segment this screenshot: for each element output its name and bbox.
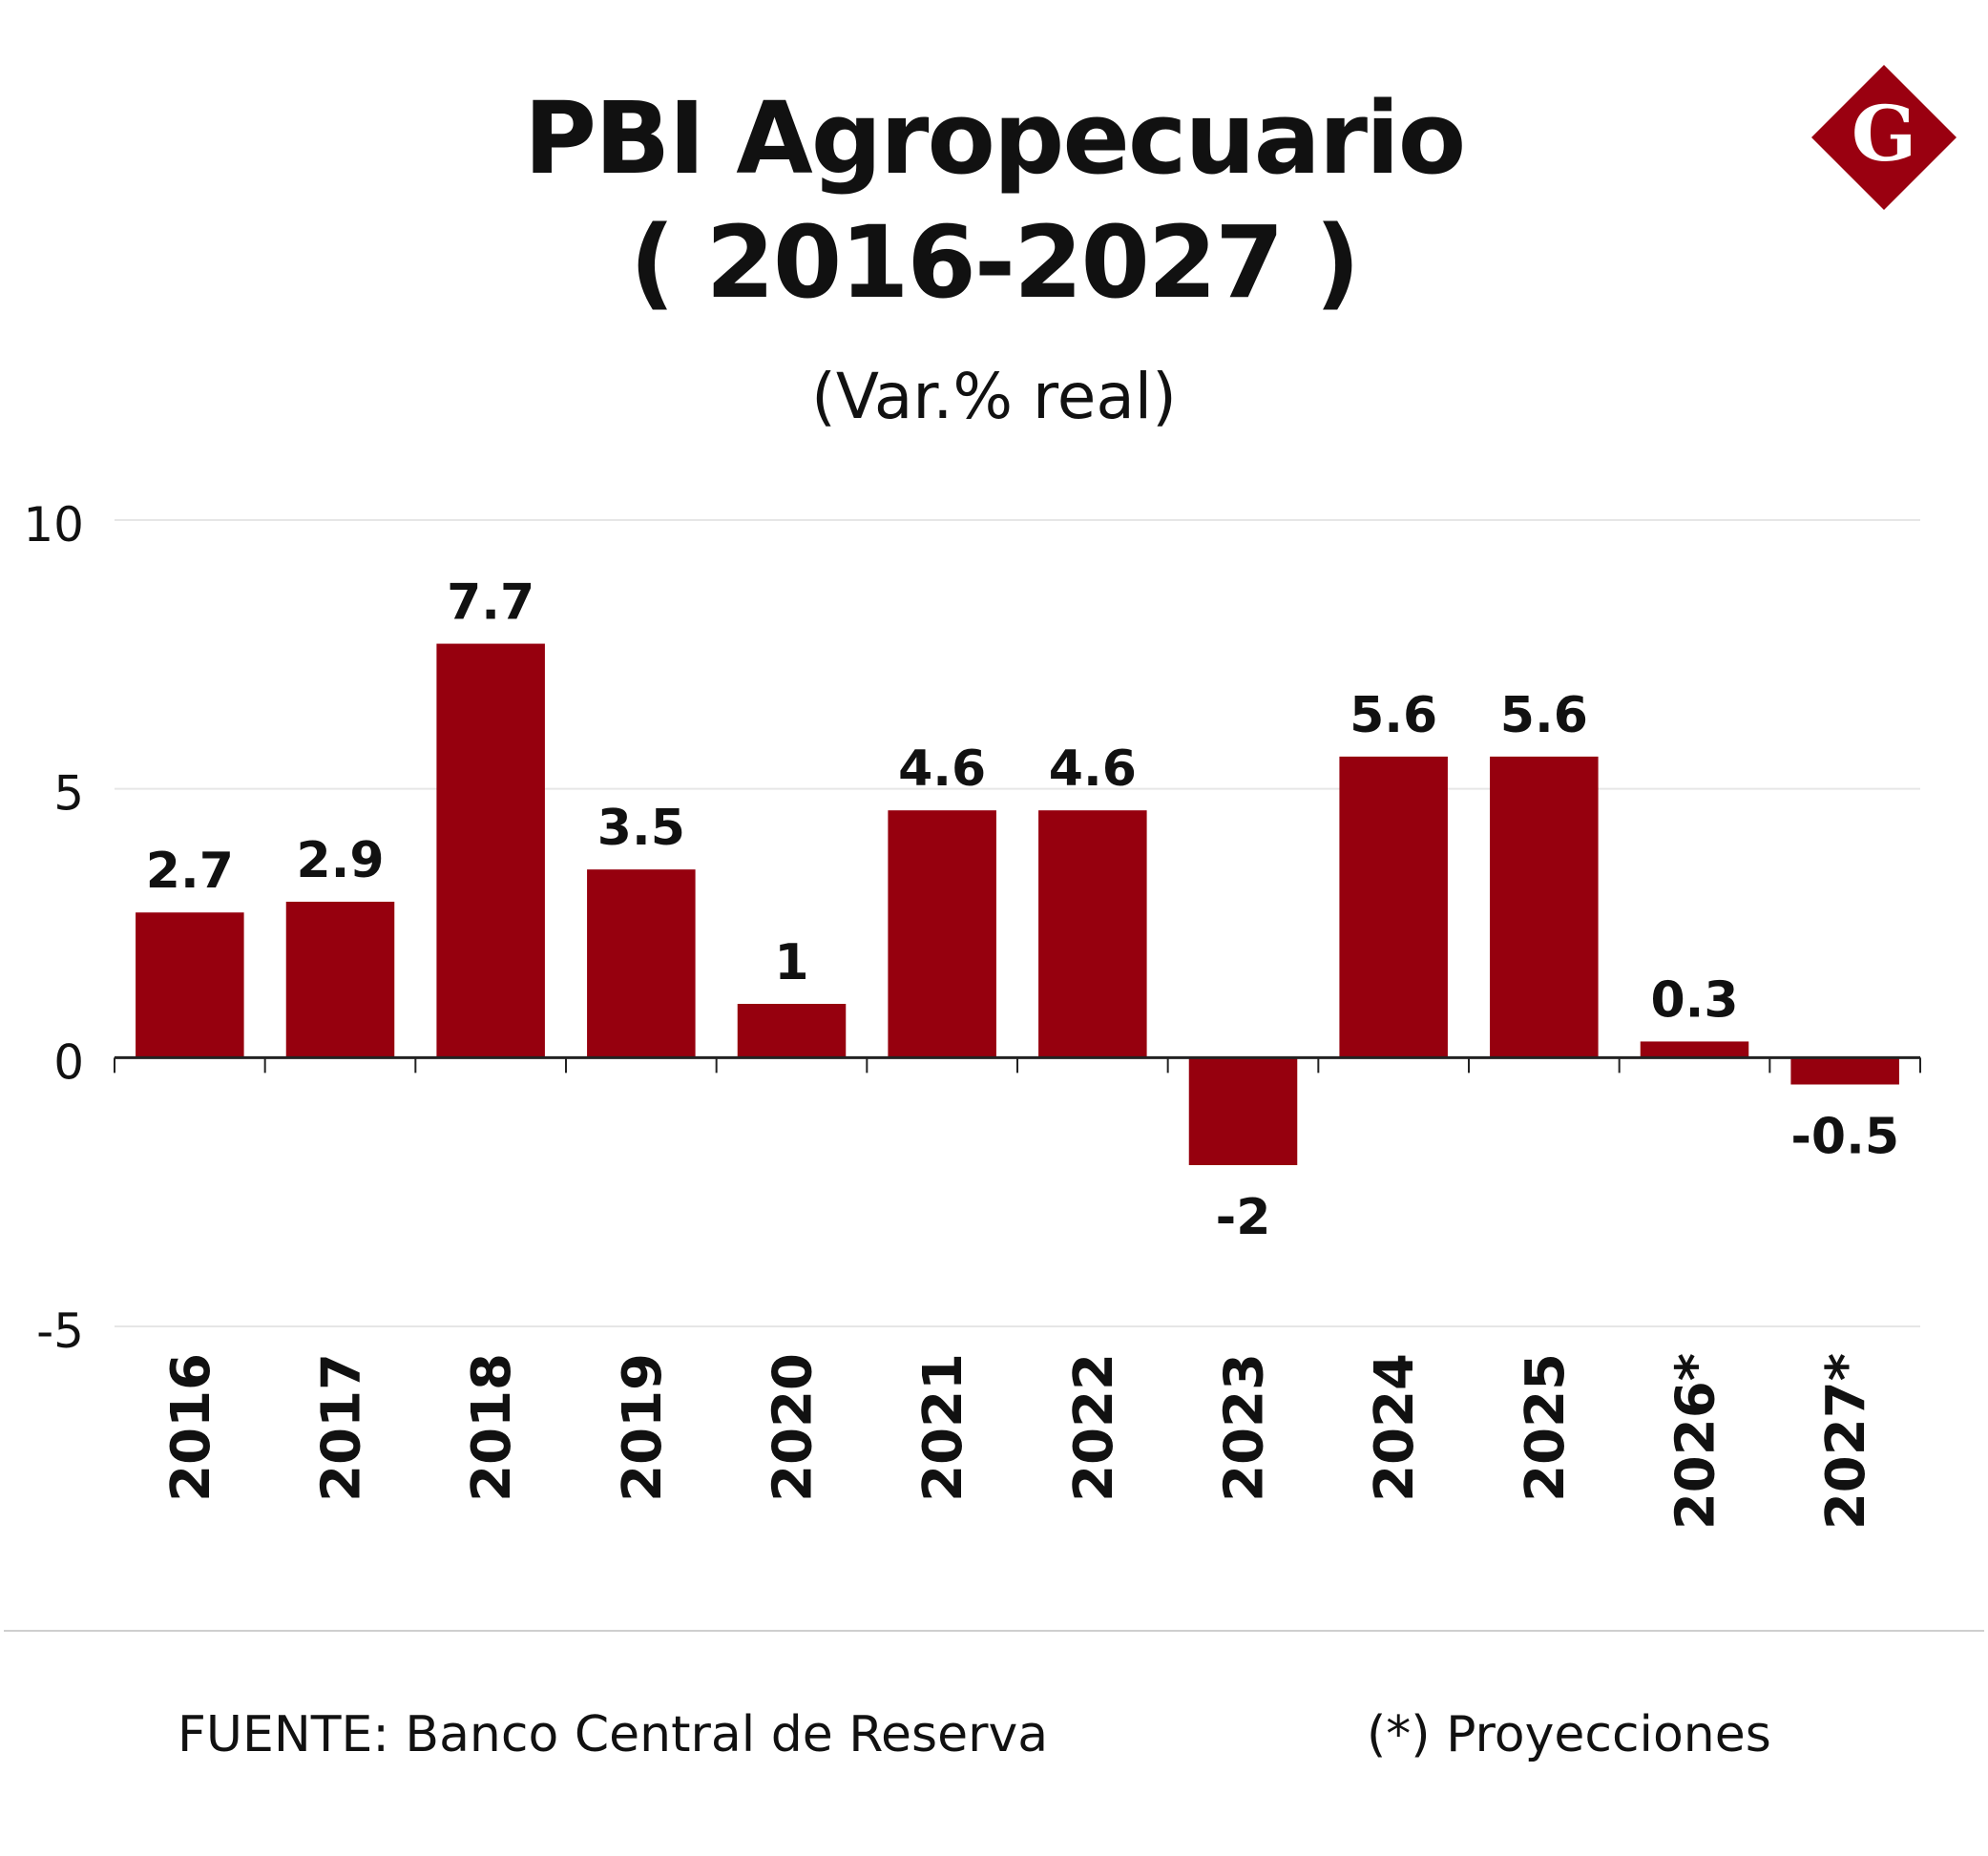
- y-tick-label: -5: [36, 1303, 84, 1359]
- category-label-2016: 2016: [160, 1353, 222, 1502]
- bar-2022: [1038, 810, 1147, 1058]
- category-label-2020: 2020: [763, 1353, 825, 1502]
- value-label-2024: 5.6: [1350, 687, 1437, 744]
- category-label-2026: 2026*: [1665, 1353, 1727, 1530]
- value-label-2026: 0.3: [1650, 971, 1738, 1029]
- category-label-2019: 2019: [612, 1353, 674, 1502]
- category-label-2024: 2024: [1364, 1353, 1426, 1502]
- bar-2019: [587, 869, 696, 1058]
- bar-2026: [1640, 1041, 1749, 1058]
- category-label-2023: 2023: [1214, 1353, 1276, 1502]
- value-label-2023: -2: [1216, 1189, 1271, 1246]
- bars: [136, 643, 1899, 1165]
- value-label-2017: 2.9: [296, 832, 384, 889]
- category-label-2017: 2017: [311, 1353, 373, 1502]
- footer-divider: [4, 1630, 1984, 1632]
- bar-2027: [1790, 1057, 1899, 1085]
- value-label-2018: 7.7: [447, 574, 534, 632]
- bar-2025: [1490, 756, 1599, 1058]
- value-label-2021: 4.6: [898, 740, 986, 798]
- bar-2024: [1339, 756, 1448, 1058]
- bar-2016: [136, 912, 244, 1058]
- value-label-2019: 3.5: [597, 800, 685, 857]
- y-tick-label: 5: [53, 766, 84, 822]
- value-label-2020: 1: [774, 934, 808, 991]
- logo-letter: G: [1852, 89, 1916, 178]
- category-label-2018: 2018: [461, 1353, 523, 1502]
- chart-title-line-2: ( 2016-2027 ): [629, 204, 1361, 321]
- grid-lines: [115, 519, 1920, 1327]
- chart-title-block: PBI Agropecuario ( 2016-2027 ) (Var.% re…: [0, 76, 1988, 435]
- g-diamond-logo-icon: G: [1811, 65, 1957, 210]
- value-label-2025: 5.6: [1500, 687, 1588, 744]
- category-label-2021: 2021: [912, 1353, 974, 1502]
- value-label-2022: 4.6: [1049, 740, 1137, 798]
- y-tick-label: 10: [23, 497, 84, 553]
- bar-2023: [1188, 1057, 1298, 1165]
- value-label-2016: 2.7: [146, 843, 234, 900]
- projection-note: (*) Proyecciones: [1367, 1706, 1771, 1763]
- labels: 2.7 2016 2.9 2017 7.7 2018 3.5 2019 1 2020 4.6 2021…: [146, 574, 1899, 1531]
- bar-2021: [888, 810, 996, 1058]
- bar-2017: [285, 901, 395, 1058]
- logo-diamond: [1811, 65, 1957, 210]
- category-label-2027: 2027*: [1815, 1353, 1877, 1530]
- category-label-2022: 2022: [1063, 1353, 1125, 1502]
- chart-subtitle: (Var.% real): [811, 360, 1177, 433]
- value-label-2027: -0.5: [1790, 1109, 1899, 1166]
- chart-title-line-1: PBI Agropecuario: [523, 80, 1466, 197]
- bar-2020: [737, 1004, 847, 1058]
- source-note: FUENTE: Banco Central de Reserva: [178, 1706, 1049, 1763]
- category-label-2025: 2025: [1515, 1353, 1577, 1502]
- bar-2018: [436, 643, 545, 1058]
- axes: 10 5 0 -5: [23, 497, 1921, 1359]
- y-tick-label: 0: [53, 1034, 84, 1090]
